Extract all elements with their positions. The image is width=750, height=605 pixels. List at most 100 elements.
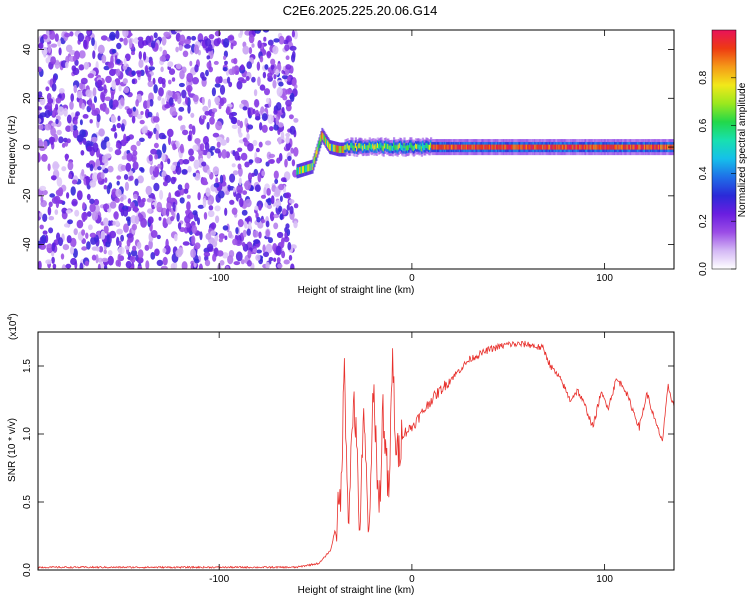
transition-cell bbox=[416, 144, 419, 150]
noise-cell bbox=[177, 222, 182, 230]
x-tick-label: -100 bbox=[209, 273, 229, 284]
spectrogram-cells bbox=[38, 30, 674, 269]
noise-cell bbox=[261, 170, 266, 177]
noise-cell bbox=[174, 93, 178, 102]
noise-cell bbox=[162, 256, 168, 266]
noise-cell bbox=[208, 66, 213, 73]
y-tick-label: 0 bbox=[22, 144, 33, 150]
steady-cell bbox=[663, 144, 666, 150]
steady-cell bbox=[551, 144, 554, 150]
noise-cell bbox=[282, 208, 287, 216]
transition-cell bbox=[347, 145, 351, 151]
noise-cell bbox=[144, 244, 150, 251]
steady-cell bbox=[609, 144, 612, 150]
noise-cell bbox=[287, 75, 291, 82]
noise-cell bbox=[66, 235, 72, 244]
noise-cell bbox=[145, 185, 153, 196]
noise-cell bbox=[202, 198, 207, 208]
noise-cell bbox=[193, 159, 200, 170]
transition-cell bbox=[419, 144, 422, 150]
noise-cell bbox=[106, 234, 110, 244]
noise-cell bbox=[55, 103, 59, 111]
transition-cell bbox=[362, 145, 366, 151]
noise-cell bbox=[232, 187, 236, 193]
noise-cell bbox=[284, 192, 292, 199]
spectrogram-x-ticks: -100 0 100 bbox=[209, 30, 613, 284]
noise-cell bbox=[108, 98, 114, 109]
transition-cell bbox=[354, 142, 357, 148]
noise-cell bbox=[69, 246, 75, 255]
noise-cell bbox=[43, 140, 48, 150]
steady-cell bbox=[586, 144, 589, 150]
noise-cell bbox=[177, 184, 183, 191]
snr-multiplier: (x104) bbox=[7, 313, 19, 340]
noise-cell bbox=[203, 212, 208, 220]
noise-cell bbox=[204, 259, 211, 267]
noise-cell bbox=[278, 81, 284, 87]
noise-cell bbox=[268, 257, 274, 262]
noise-cell bbox=[114, 220, 120, 226]
noise-cell bbox=[174, 233, 178, 242]
noise-cell bbox=[293, 203, 299, 209]
noise-cell bbox=[134, 178, 139, 186]
noise-cell bbox=[276, 157, 281, 164]
noise-cell bbox=[131, 78, 136, 84]
transition-cell bbox=[374, 144, 377, 150]
noise-cell bbox=[153, 84, 158, 94]
noise-cell bbox=[291, 53, 296, 63]
steady-cell bbox=[448, 144, 451, 150]
noise-cell bbox=[107, 250, 113, 256]
transition-cell bbox=[373, 145, 376, 151]
spectrogram-y-ticks: -40 -20 0 20 40 bbox=[22, 44, 674, 252]
noise-cell bbox=[218, 237, 224, 243]
steady-cell bbox=[589, 144, 592, 150]
noise-cell bbox=[231, 207, 238, 215]
steady-cell bbox=[464, 144, 467, 150]
noise-cell bbox=[57, 106, 65, 116]
noise-cell bbox=[62, 244, 70, 251]
noise-cell bbox=[113, 211, 119, 220]
noise-cell bbox=[203, 251, 211, 257]
noise-cell bbox=[149, 60, 154, 67]
noise-cell bbox=[179, 197, 185, 204]
noise-cell bbox=[45, 86, 50, 92]
noise-cell bbox=[97, 263, 101, 269]
noise-cell bbox=[130, 249, 138, 257]
noise-cell bbox=[48, 136, 56, 144]
steady-cell bbox=[556, 144, 559, 150]
noise-cell bbox=[206, 121, 210, 130]
noise-cell bbox=[212, 132, 220, 138]
noise-cell bbox=[72, 128, 79, 139]
noise-cell bbox=[215, 76, 221, 84]
steady-cell bbox=[467, 144, 470, 150]
noise-cell bbox=[150, 230, 158, 238]
steady-cell bbox=[602, 144, 605, 150]
noise-cell bbox=[197, 192, 201, 201]
noise-cell bbox=[185, 96, 189, 105]
noise-cell bbox=[90, 236, 97, 245]
steady-cell bbox=[635, 144, 638, 150]
noise-cell bbox=[235, 251, 243, 262]
noise-cell bbox=[258, 204, 262, 210]
noise-cell bbox=[41, 46, 48, 56]
noise-cell bbox=[175, 165, 179, 172]
steady-cell bbox=[498, 144, 501, 150]
steady-cell bbox=[593, 144, 596, 150]
noise-cell bbox=[280, 239, 285, 249]
noise-cell bbox=[276, 231, 284, 239]
noise-cell bbox=[89, 119, 93, 124]
noise-cell bbox=[106, 141, 111, 149]
noise-cell bbox=[86, 211, 92, 217]
noise-cell bbox=[202, 105, 209, 112]
noise-cell bbox=[239, 30, 244, 36]
steady-cell bbox=[660, 144, 663, 150]
noise-cell bbox=[101, 54, 107, 64]
steady-cell bbox=[639, 144, 642, 150]
steady-cell bbox=[463, 144, 466, 150]
noise-cell bbox=[215, 215, 220, 224]
noise-cell bbox=[66, 138, 71, 144]
noise-cell bbox=[175, 30, 182, 33]
noise-cell bbox=[242, 229, 247, 238]
noise-cell bbox=[115, 142, 121, 149]
noise-cell bbox=[67, 219, 73, 225]
